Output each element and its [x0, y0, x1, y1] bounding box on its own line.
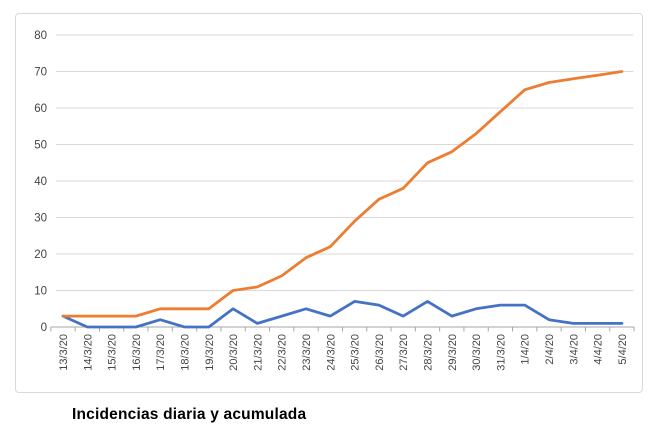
- x-axis-label: 30/3/20: [471, 334, 483, 371]
- y-axis-label: 0: [41, 322, 47, 334]
- x-axis-label: 24/3/20: [325, 334, 337, 371]
- x-axis-label: 22/3/20: [277, 334, 289, 371]
- chart-title: Incidencias diaria y acumulada: [72, 406, 307, 423]
- cumulative-series-line: [61, 70, 624, 318]
- y-axis-label: 70: [34, 67, 47, 79]
- x-axis-label: 31/3/20: [495, 334, 507, 371]
- x-axis-label: 15/3/20: [107, 334, 119, 371]
- y-axis-label: 80: [34, 30, 47, 42]
- line-chart: 0 10 20 30 40 50 60 70 80 13/3/20 14/3/20 15/3/20 16…: [34, 30, 635, 371]
- x-axis-label: 1/4/20: [520, 334, 532, 365]
- x-axis-label: 27/3/20: [398, 334, 410, 371]
- y-axis-label: 60: [34, 103, 47, 115]
- x-axis-label: 26/3/20: [374, 334, 386, 371]
- x-axis-label: 28/3/20: [423, 334, 435, 371]
- x-axis-label: 4/4/20: [593, 334, 605, 365]
- x-axis-label: 3/4/20: [568, 334, 580, 365]
- daily-series-line: [61, 299, 624, 329]
- x-axis-label: 21/3/20: [252, 334, 264, 371]
- x-axis-label: 13/3/20: [58, 334, 70, 371]
- x-axis-label: 16/3/20: [131, 334, 143, 371]
- x-axis-label: 5/4/20: [617, 334, 629, 365]
- x-axis-label: 14/3/20: [82, 334, 94, 371]
- chart-frame: 0 10 20 30 40 50 60 70 80 13/3/20 14/3/20 15/3/20 16…: [15, 13, 643, 393]
- y-axis-label: 50: [34, 140, 47, 152]
- y-axis-label: 30: [34, 213, 47, 225]
- x-axis-label: 17/3/20: [155, 334, 167, 371]
- x-axis-label: 18/3/20: [180, 334, 192, 371]
- x-axis-label: 25/3/20: [350, 334, 362, 371]
- x-axis-label: 19/3/20: [204, 334, 216, 371]
- x-axis-label: 20/3/20: [228, 334, 240, 371]
- y-axis-label: 10: [34, 286, 47, 298]
- x-axis-label: 29/3/20: [447, 334, 459, 371]
- y-axis-label: 40: [34, 176, 47, 188]
- y-axis-label: 20: [34, 249, 47, 261]
- x-axis-label: 23/3/20: [301, 334, 313, 371]
- x-axis-label: 2/4/20: [544, 334, 556, 365]
